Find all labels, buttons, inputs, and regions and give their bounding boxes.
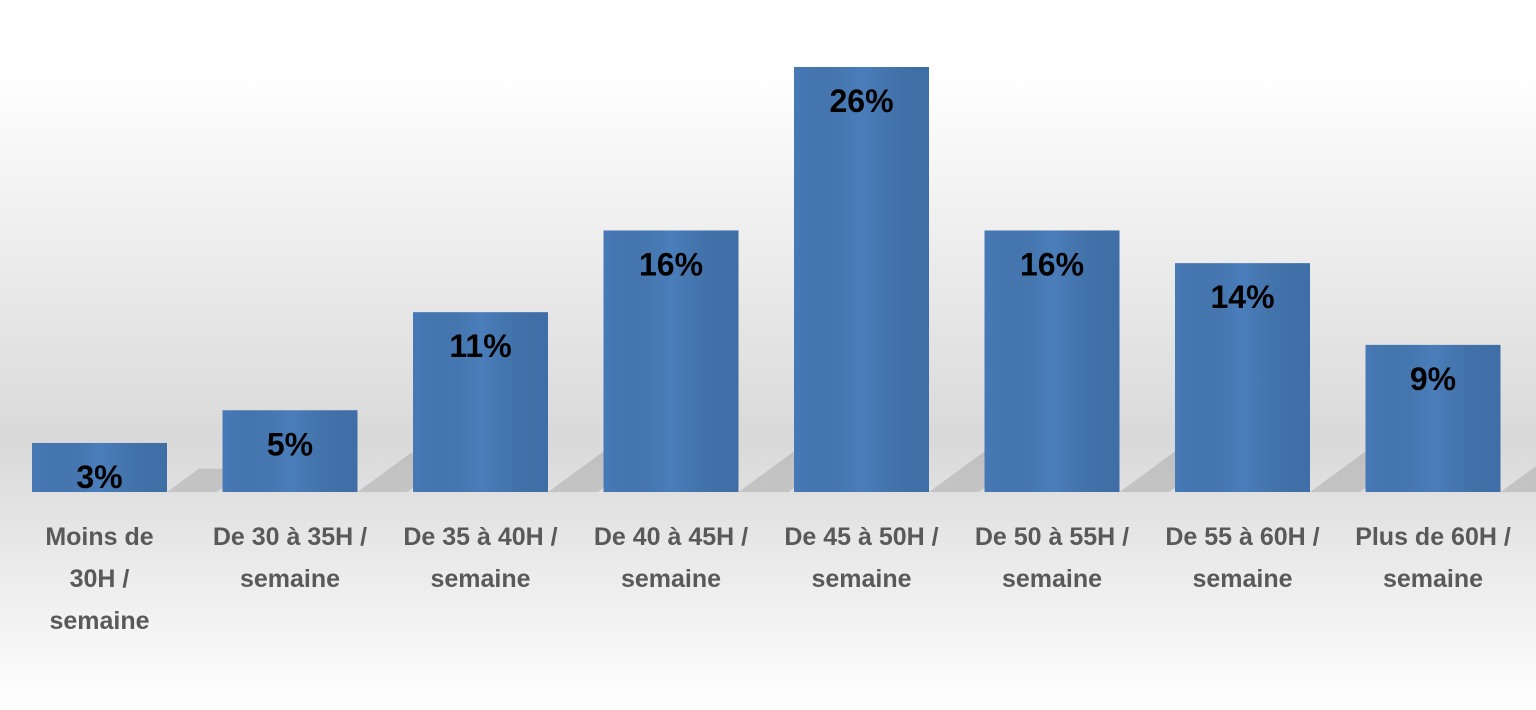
bar-shading bbox=[984, 230, 1120, 492]
x-tick-label: De 30 à 35H / semaine bbox=[212, 523, 368, 593]
value-label: 14% bbox=[1210, 279, 1274, 315]
value-label: 26% bbox=[829, 83, 893, 119]
bar-shading bbox=[1365, 344, 1501, 492]
bar-shading bbox=[603, 230, 739, 492]
value-label: 16% bbox=[1020, 246, 1084, 282]
x-tick-label: De 35 à 40H / semaine bbox=[403, 523, 558, 593]
x-tick-label: De 55 à 60H / semaine bbox=[1165, 523, 1320, 593]
x-tick-label: De 50 à 55H / semaine bbox=[974, 523, 1130, 593]
x-tick-label: Moins de 30H / semaine bbox=[45, 523, 154, 635]
bar-shading bbox=[1175, 263, 1310, 492]
bar-shading bbox=[794, 67, 929, 492]
value-label: 3% bbox=[76, 459, 122, 495]
value-label: 11% bbox=[449, 328, 511, 364]
bar-shadow bbox=[1500, 466, 1536, 492]
x-tick-label: De 40 à 45H / semaine bbox=[593, 523, 749, 593]
x-tick-label: Plus de 60H / semaine bbox=[1355, 523, 1511, 593]
bar-shading bbox=[413, 312, 548, 492]
bar-shading bbox=[32, 442, 167, 492]
bar-shading bbox=[222, 410, 358, 492]
value-label: 5% bbox=[267, 426, 313, 462]
x-tick-label: De 45 à 50H / semaine bbox=[784, 523, 939, 593]
value-label: 9% bbox=[1410, 361, 1456, 397]
value-label: 16% bbox=[639, 246, 703, 282]
